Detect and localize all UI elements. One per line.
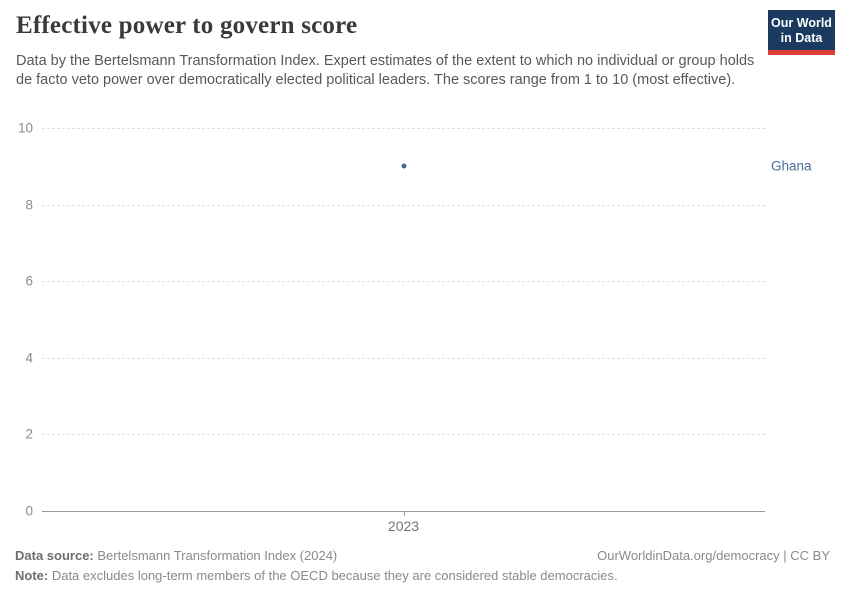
- data-source-value: Bertelsmann Transformation Index (2024): [93, 548, 338, 563]
- y-gridline: [42, 128, 765, 129]
- owid-logo[interactable]: Our World in Data: [768, 10, 835, 55]
- y-gridline: [42, 204, 765, 206]
- y-gridline: [42, 434, 765, 436]
- data-source: Data source: Bertelsmann Transformation …: [15, 548, 337, 563]
- owid-logo-line1: Our World: [771, 16, 832, 30]
- attribution-link[interactable]: OurWorldinData.org/democracy | CC BY: [597, 548, 830, 563]
- page-title: Effective power to govern score: [16, 12, 358, 39]
- y-axis-tick-label: 8: [25, 197, 33, 213]
- x-axis-tick-label: 2023: [387, 518, 420, 534]
- y-axis-tick-label: 4: [25, 350, 33, 366]
- y-axis-tick-label: 10: [17, 120, 33, 136]
- note-label: Note:: [15, 568, 49, 583]
- owid-logo-line2: in Data: [780, 31, 823, 45]
- note-value: Data excludes long-term members of the O…: [48, 568, 618, 583]
- chart-note: Note: Data excludes long-term members of…: [15, 568, 830, 583]
- x-axis-tick: [403, 511, 405, 516]
- entity-label-ghana[interactable]: Ghana: [771, 158, 812, 174]
- y-axis-tick-label: 6: [25, 273, 33, 289]
- y-axis-tick-label: 2: [25, 426, 33, 442]
- chart-footer: Data source: Bertelsmann Transformation …: [15, 548, 830, 563]
- data-source-label: Data source:: [15, 548, 94, 563]
- y-gridline: [42, 357, 765, 359]
- y-gridline: [42, 281, 765, 283]
- y-axis-tick-label: 0: [25, 503, 33, 519]
- chart-subtitle: Data by the Bertelsmann Transformation I…: [16, 53, 755, 88]
- data-point-ghana[interactable]: [401, 163, 406, 169]
